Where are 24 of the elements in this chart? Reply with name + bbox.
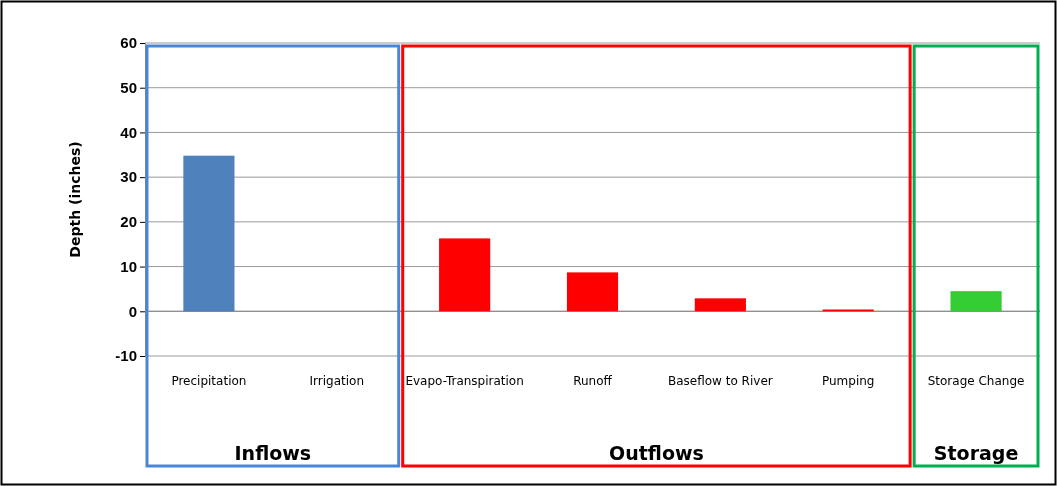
y-tick-label: 40 xyxy=(120,123,137,141)
bar xyxy=(566,272,619,312)
y-tick-label: 0 xyxy=(128,302,137,320)
y-tick-label: 50 xyxy=(120,79,137,97)
x-tick-label: Storage Change xyxy=(927,374,1025,388)
bar xyxy=(439,238,491,312)
bar xyxy=(183,155,235,312)
x-tick-label: Irrigation xyxy=(309,374,365,388)
bar xyxy=(950,291,1002,312)
y-tick-label: 30 xyxy=(120,168,137,186)
x-tick-label: Precipitation xyxy=(171,374,247,388)
y-tick-label: 20 xyxy=(120,213,137,231)
text: Outflows xyxy=(609,442,704,464)
text: Inflows xyxy=(234,442,312,464)
x-tick-label: Runoff xyxy=(573,374,613,388)
y-tick-label: 60 xyxy=(120,34,137,52)
text: Storage xyxy=(933,442,1019,464)
y-axis-title: Depth (inches) xyxy=(67,141,83,258)
x-tick-label: Baseflow to River xyxy=(668,374,773,388)
y-tick-label: 10 xyxy=(120,257,137,275)
bar xyxy=(694,298,746,312)
y-tick-label: -10 xyxy=(115,347,137,365)
x-tick-label: Pumping xyxy=(821,374,875,388)
x-tick-label: Evapo-Transpiration xyxy=(405,374,524,388)
